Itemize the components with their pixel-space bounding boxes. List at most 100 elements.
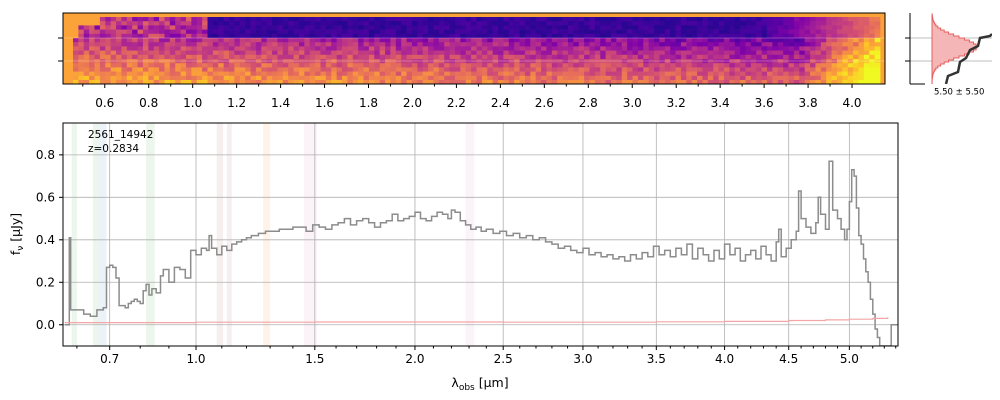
spectrum-2d-cell	[815, 46, 822, 51]
spectrum-2d-cell	[358, 63, 364, 68]
spectrum-2d-cell	[250, 63, 257, 68]
spectrum-2d-cell	[368, 38, 375, 43]
spectrum-2d-cell	[713, 33, 719, 39]
spectrum-2d-cell	[707, 46, 714, 51]
spectrum-2d-cell	[643, 75, 650, 81]
spectrum-2d-cell	[514, 46, 520, 51]
spectrum-2d-cell	[239, 33, 246, 39]
spectrum-2d-cell	[541, 46, 547, 51]
spectrum-2d-cell	[126, 75, 133, 81]
spectrum-2d-cell	[444, 21, 450, 26]
spectrum-2d-cell	[148, 25, 155, 30]
spectrum-2d-cell	[648, 38, 655, 43]
spectrum-2d-cell	[89, 75, 95, 81]
spectrum-2d-cell	[433, 54, 440, 60]
spectrum-2d-cell	[164, 29, 171, 35]
spectrum-2d-cell	[600, 33, 607, 39]
spectrum-2d-cell	[600, 38, 607, 43]
spectrum-2d-cell	[632, 54, 639, 60]
spectrum-2d-cell	[508, 63, 515, 68]
spectrum-2d-cell	[153, 63, 160, 68]
spectrum-2d-cell	[616, 50, 623, 56]
spectrum-2d-cell	[654, 67, 660, 72]
spectrum-2d-cell	[385, 46, 391, 51]
spectrum-2d-cell	[385, 75, 391, 81]
spectrum-2d-cell	[826, 75, 832, 81]
spectrum-2d-cell	[691, 71, 698, 77]
spectrum-2d-cell	[783, 50, 789, 56]
spectrum-2d-cell	[869, 21, 876, 26]
spectrum-2d-cell	[261, 71, 268, 77]
spectrum-2d-cell	[207, 71, 214, 77]
spectrum-2d-cell	[137, 42, 144, 47]
spectrum-2d-cell	[83, 80, 90, 84]
spectrum-2d-cell	[454, 33, 461, 39]
spectrum-2d-cell	[121, 25, 128, 30]
spectrum-2d-xtick-label: 3.2	[667, 96, 686, 110]
spectrum-2d-cell	[578, 21, 585, 26]
spectrum-2d-cell	[159, 63, 165, 68]
spectrum-2d-cell	[627, 25, 633, 30]
spectrum-2d-cell	[465, 46, 472, 51]
spectrum-2d-cell	[680, 38, 687, 43]
spectrum-2d-cell	[858, 75, 865, 81]
spectrum-2d-cell	[212, 42, 219, 47]
spectrum-2d-cell	[874, 63, 881, 68]
spectrum-2d-cell	[137, 54, 144, 60]
spectrum-2d-cell	[508, 67, 515, 72]
spectrum-2d-cell	[584, 50, 590, 56]
spectrum-2d-cell	[508, 17, 515, 22]
spectrum-2d-cell	[239, 38, 246, 43]
spectrum-2d-cell	[836, 75, 843, 81]
spectrum-2d-cell	[562, 50, 569, 56]
spectrum-2d-cell	[777, 17, 784, 22]
spectrum-2d-cell	[820, 46, 827, 51]
spectrum-2d-cell	[546, 33, 553, 39]
spectrum-2d-cell	[261, 46, 268, 51]
spectrum-2d-cell	[169, 21, 176, 26]
spectrum-2d-cell	[535, 33, 542, 39]
spectrum-2d-cell	[820, 71, 827, 77]
spectrum-2d-cell	[524, 75, 531, 81]
spectrum-2d-cell	[137, 71, 144, 77]
spectrum-2d-cell	[670, 50, 676, 56]
spectrum-2d-cell	[116, 21, 122, 26]
spectrum-2d-cell	[272, 46, 278, 51]
spectrum-2d-cell	[476, 42, 483, 47]
spectrum-2d-cell	[288, 33, 294, 39]
spectrum-2d-cell	[637, 46, 644, 51]
spectrum-2d-cell	[331, 80, 338, 84]
spectrum-2d-cell	[358, 75, 364, 81]
spectrum-2d-cell	[799, 67, 806, 72]
spectrum-2d-cell	[465, 21, 472, 26]
spectrum-2d-cell	[772, 42, 779, 47]
spectrum-2d-cell	[863, 29, 870, 35]
spectrum-2d-cell	[804, 50, 811, 56]
spectrum-2d-cell	[815, 67, 822, 72]
spectrum-2d-cell	[557, 42, 563, 47]
spectrum-2d-cell	[600, 50, 607, 56]
spectrum-2d-cell	[670, 46, 676, 51]
spectrum-2d-cell	[481, 25, 488, 30]
spectrum-2d-cell	[508, 46, 515, 51]
spectrum-2d-cell	[207, 33, 214, 39]
spectrum-2d-cell	[492, 63, 499, 68]
spectrum-2d-cell	[78, 42, 85, 47]
spectrum-2d-cell	[627, 21, 633, 26]
spectrum-2d-cell	[788, 21, 795, 26]
spectrum-2d-cell	[148, 21, 155, 26]
spectrum-2d-cell	[578, 25, 585, 30]
spectrum-2d-cell	[578, 54, 585, 60]
spectrum-2d-cell	[374, 29, 381, 35]
spectrum-2d-cell	[514, 33, 520, 39]
spectrum-2d-cell	[422, 67, 429, 72]
spectrum-2d-cell	[401, 38, 407, 43]
spectrum-2d-cell	[449, 33, 456, 39]
spectrum-2d-cell	[691, 25, 698, 30]
spectrum-2d-cell	[368, 63, 375, 68]
spectrum-2d-cell	[417, 33, 424, 39]
spectrum-2d-cell	[385, 25, 391, 30]
spectrum-2d-cell	[99, 25, 106, 30]
spectrum-2d-cell	[363, 33, 370, 39]
spectrum-2d-cell	[680, 67, 687, 72]
